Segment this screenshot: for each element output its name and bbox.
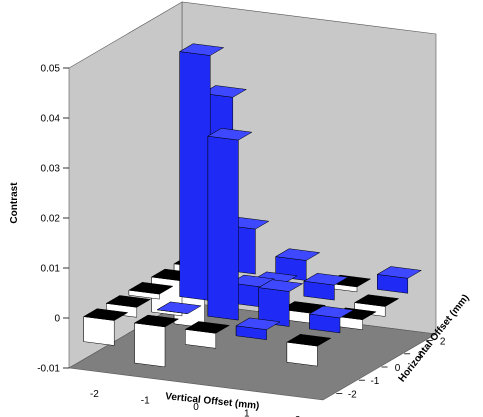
bar-top-face	[184, 321, 231, 334]
z-tick-label: 0.05	[41, 64, 61, 75]
y-tick-label: -2	[348, 389, 357, 400]
x-axis-ticks: -2 -1 0 1 2	[90, 389, 301, 417]
bar	[156, 301, 202, 314]
bar	[303, 272, 349, 301]
bar	[178, 43, 225, 301]
z-axis-title: Contrast	[9, 182, 20, 224]
z-tick-label: 0.04	[41, 114, 61, 125]
z-tick-label: 0.01	[41, 264, 61, 275]
bar	[82, 308, 129, 346]
bar	[133, 314, 180, 368]
bar-top-face	[235, 317, 281, 330]
bar-top-face	[303, 273, 349, 286]
x-axis-title: Vertical Offset (mm)	[165, 391, 260, 412]
bar	[128, 281, 174, 300]
bar-top-face	[376, 266, 423, 279]
bar	[184, 321, 231, 349]
x-tick-label: 0	[193, 402, 199, 413]
bar	[235, 317, 281, 340]
bar-front-face	[286, 341, 318, 367]
bar-top-face	[353, 294, 400, 307]
bar	[286, 333, 332, 367]
x-tick-label: 1	[244, 408, 250, 417]
z-axis-ticks: -0.01 0 0.01 0.02 0.03 0.04 0.05	[37, 64, 69, 375]
bar-top-face	[82, 308, 129, 321]
x-tick-label: 2	[295, 415, 301, 417]
z-tick-label: 0.02	[41, 214, 61, 225]
z-tick-label: 0	[54, 314, 60, 325]
bar-top-face	[286, 334, 332, 347]
bar-top-face	[105, 295, 152, 308]
bar-top-face	[128, 282, 174, 295]
bar-top-face	[308, 305, 355, 319]
bar-front-face	[134, 322, 166, 368]
bars-group	[82, 43, 423, 368]
bar-top-face	[274, 248, 321, 261]
x-tick-label: -2	[90, 389, 99, 400]
bar-top-face	[207, 128, 253, 141]
y-tick-label: 1	[417, 350, 423, 361]
bar	[207, 127, 253, 321]
bar-top-face	[178, 43, 225, 56]
y-tick-label: -1	[370, 376, 379, 387]
bar-front-face	[179, 51, 211, 301]
bar-front-face	[83, 316, 115, 346]
bar	[376, 266, 423, 294]
bar-front-face	[207, 135, 239, 321]
z-tick-label: 0.03	[41, 164, 61, 175]
z-tick-label: -0.01	[37, 364, 60, 375]
bar	[257, 279, 304, 327]
bar-top-face	[257, 279, 304, 292]
y-tick-label: 2	[440, 337, 446, 348]
bar-top-face	[156, 301, 202, 314]
y-axis-ticks: -2 -1 0 1 2	[336, 337, 446, 400]
x-tick-label: -1	[141, 396, 150, 407]
bar	[308, 305, 355, 334]
y-tick-label: 0	[395, 363, 401, 374]
bar-top-face	[133, 314, 180, 328]
chart-walls	[68, 1, 437, 401]
